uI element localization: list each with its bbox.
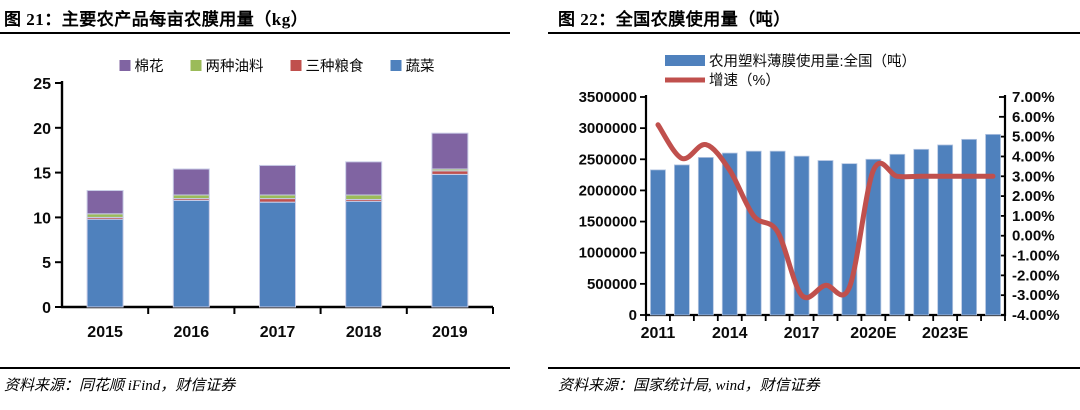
x-axis-tick-label: 2017 xyxy=(260,324,296,341)
legend-label-bar: 农用塑料薄膜使用量:全国（吨） xyxy=(709,52,916,70)
legend-swatch-两种油料 xyxy=(190,60,202,71)
figure21-source-rule xyxy=(0,367,510,369)
bar-2018 xyxy=(817,160,834,316)
bar-segment-蔬菜 xyxy=(345,200,383,308)
legend-label: 两种油料 xyxy=(206,58,264,75)
bar-2025E xyxy=(985,133,1001,316)
bar-2014 xyxy=(721,152,738,316)
bar-2024E xyxy=(961,138,978,316)
figure22-title: 图 22：全国农膜使用量（吨） xyxy=(558,10,791,29)
figure22-chart: 3500000 3000000 2500000 2000000 1500000 10000… xyxy=(540,45,1080,360)
figure21-title-rule xyxy=(0,32,510,34)
right-axis-tick-label: 4.00% xyxy=(1012,148,1055,165)
bar-segment-蔬菜 xyxy=(431,173,469,308)
figure22-source: 资料来源：国家统计局, wind，财信证券 xyxy=(558,378,820,394)
y-axis-tick-label: 25 xyxy=(33,76,51,93)
figure22-chart-svg: 3500000 3000000 2500000 2000000 1500000 10000… xyxy=(579,52,1060,342)
bar-segment-棉花 xyxy=(259,164,296,196)
legend-swatch-棉花 xyxy=(119,60,131,71)
legend: 农用塑料薄膜使用量:全国（吨） 增速（%） xyxy=(665,52,916,89)
bar-2022E xyxy=(913,148,930,316)
right-axis-tick-label: 7.00% xyxy=(1012,89,1055,106)
x-axis-tick-label: 2023E xyxy=(922,325,969,342)
bar-segment-三种粮食 xyxy=(431,170,469,175)
bar-2021E xyxy=(889,153,906,316)
figure21-chart: 0 5 10 15 20 25 2015 2016 2017 2018 2019 棉花 两种油料 三种粮食… xyxy=(0,45,540,360)
figure21-title: 图 21：主要农产品每亩农膜用量（kg） xyxy=(4,10,309,29)
y-axis-tick-label: 20 xyxy=(33,121,51,138)
right-axis-tick-label: -3.00% xyxy=(1012,287,1060,304)
bar-2011 xyxy=(650,169,666,316)
bar-segment-蔬菜 xyxy=(172,199,210,308)
right-axis-tick-label: -2.00% xyxy=(1012,267,1060,284)
right-axis-tick-label: 1.00% xyxy=(1012,208,1055,225)
bar-segment-棉花 xyxy=(345,161,383,196)
y-axis-tick-label: 15 xyxy=(33,166,51,183)
right-axis-tick-label: 5.00% xyxy=(1012,129,1055,146)
y-axis-tick-label: 0 xyxy=(42,300,51,317)
bar-segment-棉花 xyxy=(86,190,124,215)
figure22-panel: 图 22：全国农膜使用量（吨） 3500000 3000000 2500000 200… xyxy=(540,0,1080,410)
legend-swatch-bar xyxy=(665,55,705,66)
left-axis-tick-label: 1000000 xyxy=(579,245,637,262)
x-axis-tick-label: 2019 xyxy=(432,324,468,341)
right-axis-tick-label: 0.00% xyxy=(1012,228,1055,245)
right-axis-tick-label: -1.00% xyxy=(1012,248,1060,265)
figure22-source-rule xyxy=(548,367,1080,369)
left-axis-tick-label: 2000000 xyxy=(579,182,637,199)
x-axis-tick-label: 2016 xyxy=(174,324,210,341)
y-axis-tick-label: 10 xyxy=(33,210,51,227)
bar-2020E xyxy=(865,158,882,316)
bar-segment-三种粮食 xyxy=(259,198,296,203)
x-axis-tick-label: 2018 xyxy=(346,324,382,341)
left-axis-tick-label: 3500000 xyxy=(579,89,637,106)
legend-swatch-蔬菜 xyxy=(390,60,402,71)
right-axis-tick-label: 3.00% xyxy=(1012,168,1055,185)
y-axis-tick-label: 5 xyxy=(42,255,51,272)
bar-segment-棉花 xyxy=(172,168,210,196)
left-axis-tick-label: 0 xyxy=(629,307,637,324)
x-axis-tick-label: 2020E xyxy=(850,325,897,342)
legend-label: 蔬菜 xyxy=(406,58,435,75)
legend-label-line: 增速（%） xyxy=(709,72,780,89)
x-axis-tick-label: 2015 xyxy=(87,324,123,341)
bar-2013 xyxy=(697,157,714,316)
x-axis-tick-label: 2011 xyxy=(641,325,676,342)
legend-label: 棉花 xyxy=(135,58,164,75)
figure21-chart-svg: 0 5 10 15 20 25 2015 2016 2017 2018 2019 棉花 两种油料 三种粮食… xyxy=(33,58,494,341)
bar-segment-两种油料 xyxy=(86,213,124,218)
right-axis-tick-label: 6.00% xyxy=(1012,109,1055,126)
bar-2023E xyxy=(937,144,954,316)
x-axis-tick-label: 2014 xyxy=(712,325,748,342)
bar-2017 xyxy=(793,155,810,316)
left-axis-tick-label: 500000 xyxy=(587,276,637,293)
bar-segment-棉花 xyxy=(431,132,469,170)
bar-segment-两种油料 xyxy=(172,194,210,200)
left-axis-tick-label: 2500000 xyxy=(579,151,637,168)
legend-label: 三种粮食 xyxy=(306,58,364,75)
legend: 棉花 两种油料 三种粮食 蔬菜 xyxy=(119,58,435,75)
left-axis-tick-label: 1500000 xyxy=(579,214,637,231)
figure21-panel: 图 21：主要农产品每亩农膜用量（kg） 0 5 10 15 20 25 2015 2016 2… xyxy=(0,10,540,394)
right-axis-tick-label: -4.00% xyxy=(1012,307,1060,324)
figure22-title-rule xyxy=(548,32,1080,34)
growth-line xyxy=(655,122,996,301)
bar-2015 xyxy=(745,150,762,316)
bar-segment-两种油料 xyxy=(259,194,296,200)
figure21-source: 资料来源：同花顺 iFind，财信证券 xyxy=(4,378,236,394)
left-axis-tick-label: 3000000 xyxy=(579,120,637,137)
bar-segment-蔬菜 xyxy=(86,218,124,308)
legend-swatch-三种粮食 xyxy=(290,60,302,71)
bar-segment-两种油料 xyxy=(345,194,383,200)
x-axis-tick-label: 2017 xyxy=(784,325,820,342)
right-axis-tick-label: 2.00% xyxy=(1012,188,1055,205)
bar-segment-蔬菜 xyxy=(259,201,296,308)
bar-2012 xyxy=(673,164,690,316)
